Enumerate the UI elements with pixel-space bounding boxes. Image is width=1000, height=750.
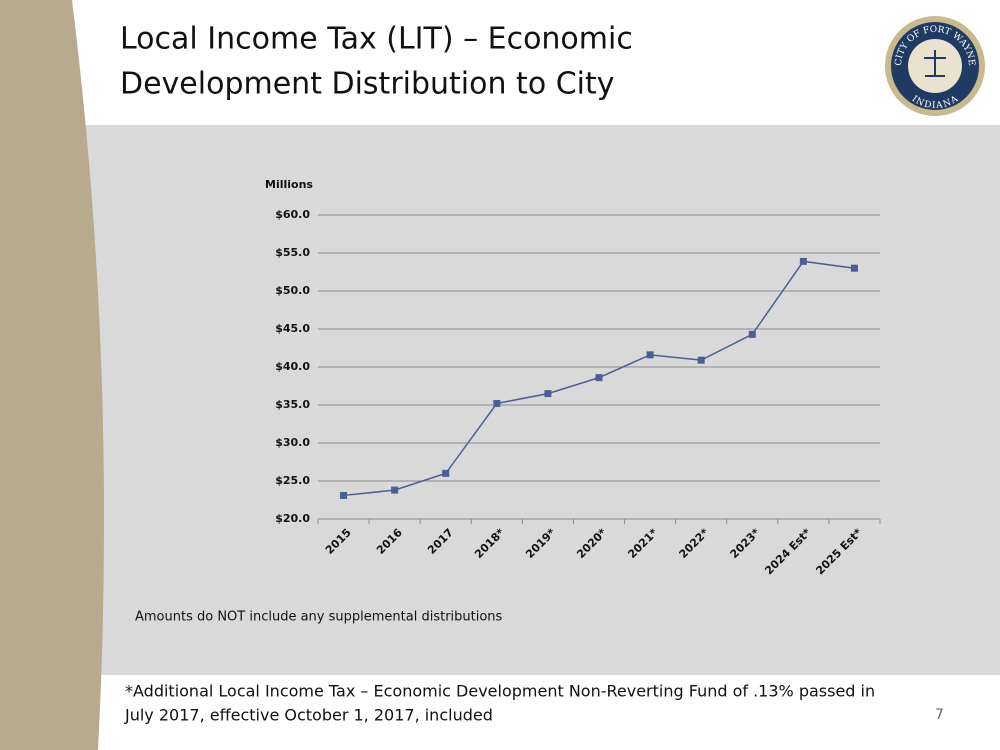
marker xyxy=(697,356,705,364)
y-tick-label: $50.0 xyxy=(275,284,310,297)
slide-title: Local Income Tax (LIT) – Economic xyxy=(120,22,633,57)
y-tick-label: $55.0 xyxy=(275,246,310,259)
marker xyxy=(799,257,807,265)
side-band xyxy=(0,0,105,750)
footnote: July 2017, effective October 1, 2017, in… xyxy=(124,706,493,725)
marker xyxy=(850,264,858,272)
marker xyxy=(493,399,501,407)
marker xyxy=(442,469,450,477)
y-tick-label: $40.0 xyxy=(275,360,310,373)
y-tick-label: $20.0 xyxy=(275,512,310,525)
marker xyxy=(595,374,603,382)
note: Amounts do NOT include any supplemental … xyxy=(135,610,503,625)
y-axis-label: Millions xyxy=(265,178,313,191)
logo-scales xyxy=(924,50,946,77)
y-tick-label: $30.0 xyxy=(275,436,310,449)
page-number: 7 xyxy=(935,707,944,723)
marker xyxy=(391,486,399,494)
y-tick-label: $60.0 xyxy=(275,208,310,221)
marker xyxy=(544,390,552,398)
y-tick-label: $45.0 xyxy=(275,322,310,335)
y-tick-label: $35.0 xyxy=(275,398,310,411)
marker xyxy=(748,330,756,338)
marker xyxy=(340,491,348,499)
footnote: *Additional Local Income Tax – Economic … xyxy=(125,682,875,701)
slide-title: Development Distribution to City xyxy=(120,67,615,102)
marker xyxy=(646,351,654,359)
y-tick-label: $25.0 xyxy=(275,474,310,487)
logo: CITY OF FORT WAYNE INDIANA xyxy=(885,16,985,116)
